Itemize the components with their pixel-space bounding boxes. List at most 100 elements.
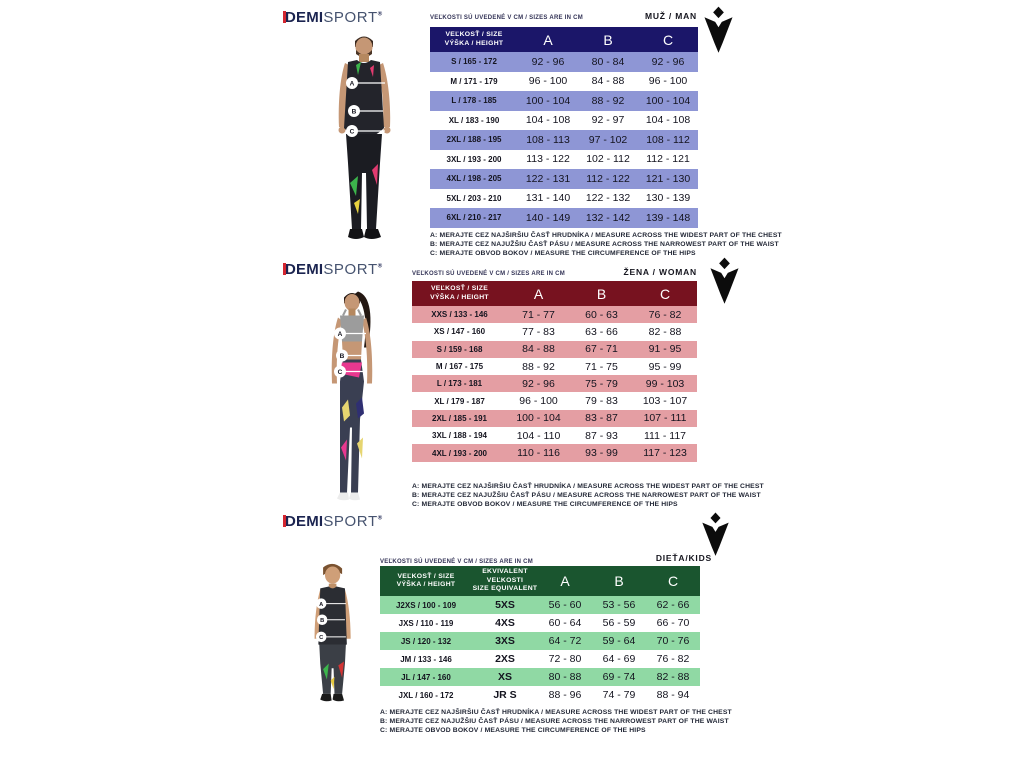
cell-a: 56 - 60 xyxy=(538,596,592,614)
svg-text:B: B xyxy=(352,108,357,115)
table-header-row: VEĽKOSŤ / SIZE VÝŠKA / HEIGHT A B C xyxy=(430,27,698,52)
cell-size: J2XS / 100 - 109 xyxy=(380,596,472,614)
cell-size: JM / 133 - 146 xyxy=(400,654,452,664)
col-c-header: C xyxy=(633,281,697,306)
units-note: VEĽKOSTI SÚ UVEDENÉ V CM / SIZES ARE IN … xyxy=(380,559,533,565)
logo-sport-text: SPORT xyxy=(323,261,378,278)
cell-c: 95 - 99 xyxy=(648,360,682,373)
cell-a: 100 - 104 xyxy=(507,409,570,428)
cell-a: 96 - 100 xyxy=(528,75,568,88)
cell-a: 72 - 80 xyxy=(548,653,582,665)
cell-size: 2XL / 185 - 191 xyxy=(412,409,507,428)
svg-text:C: C xyxy=(338,369,343,376)
model-photo-woman: A B C xyxy=(300,286,405,504)
cell-c: 92 - 96 xyxy=(638,52,698,72)
col-a-header: A xyxy=(507,281,570,306)
size-chart-section-kids: DEMISPORT® DIEŤA/KIDS VEĽKOSTI SÚ UVEDEN… xyxy=(0,512,1024,768)
col-a-header: A xyxy=(538,566,592,596)
cell-size: M / 167 - 175 xyxy=(435,362,484,372)
cell-c: 108 - 112 xyxy=(638,130,698,150)
cell-a: 88 - 96 xyxy=(548,689,582,701)
model-photo-boy: A B C xyxy=(287,558,382,710)
size-height-header: VEĽKOSŤ / SIZE VÝŠKA / HEIGHT xyxy=(380,566,472,596)
table-row: JM / 133 - 146 2XS 72 - 80 64 - 69 76 - 82 xyxy=(380,650,700,668)
measurement-markers: A B C xyxy=(346,77,385,137)
logo-red-accent xyxy=(283,11,286,23)
svg-text:A: A xyxy=(350,80,355,87)
cell-b: 132 - 142 xyxy=(578,208,638,228)
cell-a: 80 - 88 xyxy=(538,668,592,686)
cell-b: 67 - 71 xyxy=(570,340,633,358)
svg-text:A: A xyxy=(338,331,343,338)
cell-a: 88 - 92 xyxy=(522,360,555,373)
cell-a: 113 - 122 xyxy=(526,153,570,166)
cell-b: 75 - 79 xyxy=(570,375,633,393)
table-row: XL / 179 - 187 96 - 100 79 - 83 103 - 107 xyxy=(412,392,697,409)
cell-size: JXL / 160 - 172 xyxy=(398,690,454,700)
cell-c: 111 - 117 xyxy=(643,429,687,442)
units-note: VEĽKOSTI SÚ UVEDENÉ V CM / SIZES ARE IN … xyxy=(430,15,583,21)
svg-text:C: C xyxy=(350,128,355,135)
cell-c: 100 - 104 xyxy=(638,91,698,111)
cell-size: 3XL / 188 - 194 xyxy=(432,431,487,441)
col-c-header: C xyxy=(638,27,698,52)
registered-mark: ® xyxy=(377,263,383,270)
cell-b: 53 - 56 xyxy=(592,596,646,614)
table-row: 6XL / 210 - 217 140 - 149 132 - 142 139 - 1… xyxy=(430,208,698,228)
logo-sport-text: SPORT xyxy=(323,513,378,530)
cell-size: 4XL / 198 - 205 xyxy=(430,169,518,189)
cell-b: 122 - 132 xyxy=(585,192,631,205)
demisport-logo: DEMISPORT® xyxy=(283,514,382,530)
table-row: XL / 183 - 190 104 - 108 92 - 97 104 - 108 xyxy=(430,111,698,131)
col-b-header: B xyxy=(570,281,633,306)
cell-c: 99 - 103 xyxy=(633,375,697,393)
cell-equiv: 3XS xyxy=(472,632,538,650)
measurement-notes: A: MERAJTE CEZ NAJŠIRŠIU ČASŤ HRUDNÍKA /… xyxy=(430,231,782,258)
col-b-header: B xyxy=(592,566,646,596)
note-c: C: MERAJTE OBVOD BOKOV / MEASURE THE CIR… xyxy=(412,501,678,508)
logo-demi-text: DEMI xyxy=(285,9,324,26)
cell-size: JXS / 110 - 119 xyxy=(398,618,454,628)
audience-label-woman: ŽENA / WOMAN xyxy=(623,267,697,277)
macron-logo-icon xyxy=(700,512,731,558)
cell-a: 64 - 72 xyxy=(538,632,592,650)
cell-c: 117 - 123 xyxy=(633,444,697,462)
cell-size: 2XL / 188 - 195 xyxy=(430,130,518,150)
cell-size: XL / 179 - 187 xyxy=(434,396,485,406)
cell-c: 103 - 107 xyxy=(642,395,688,408)
cell-b: 64 - 69 xyxy=(602,653,636,665)
cell-b: 84 - 88 xyxy=(591,75,625,88)
demisport-logo: DEMISPORT® xyxy=(283,10,382,26)
cell-size: S / 165 - 172 xyxy=(430,52,518,72)
cell-b: 80 - 84 xyxy=(578,52,638,72)
cell-a: 122 - 131 xyxy=(518,169,578,189)
size-height-header: VEĽKOSŤ / SIZE VÝŠKA / HEIGHT xyxy=(430,27,518,52)
logo-sport-text: SPORT xyxy=(323,9,378,26)
table-row: S / 159 - 168 84 - 88 67 - 71 91 - 95 xyxy=(412,340,697,358)
cell-a: 131 - 140 xyxy=(525,192,571,205)
cell-a: 77 - 83 xyxy=(522,325,555,338)
cell-equiv: 4XS xyxy=(495,617,515,629)
table-row: XS / 147 - 160 77 - 83 63 - 66 82 - 88 xyxy=(412,323,697,340)
table-row: JXS / 110 - 119 4XS 60 - 64 56 - 59 66 - 70 xyxy=(380,614,700,632)
svg-text:A: A xyxy=(319,602,323,608)
logo-demi-text: DEMI xyxy=(285,513,324,530)
table-header-row: VEĽKOSŤ / SIZE VÝŠKA / HEIGHT A B C xyxy=(412,281,697,306)
note-c: C: MERAJTE OBVOD BOKOV / MEASURE THE CIR… xyxy=(430,250,696,257)
cell-a: 92 - 96 xyxy=(518,52,578,72)
table-header-row: VEĽKOSŤ / SIZE VÝŠKA / HEIGHT EKVIVALENT … xyxy=(380,566,700,596)
cell-b: 88 - 92 xyxy=(578,91,638,111)
cell-size: JL / 147 - 160 xyxy=(380,668,472,686)
cell-c: 66 - 70 xyxy=(656,617,690,629)
measurement-markers: A B C xyxy=(315,598,346,643)
cell-c: 82 - 88 xyxy=(648,325,682,338)
cell-size: 6XL / 210 - 217 xyxy=(430,208,518,228)
size-height-header: VEĽKOSŤ / SIZE VÝŠKA / HEIGHT xyxy=(412,281,507,306)
table-row: 2XL / 185 - 191 100 - 104 83 - 87 107 - 111 xyxy=(412,409,697,428)
cell-size: M / 171 - 179 xyxy=(450,76,498,86)
table-row: 4XL / 193 - 200 110 - 116 93 - 99 117 - 123 xyxy=(412,444,697,462)
registered-mark: ® xyxy=(377,11,383,18)
cell-a: 71 - 77 xyxy=(507,306,570,324)
cell-size: 5XL / 203 - 210 xyxy=(446,193,502,203)
cell-c: 139 - 148 xyxy=(638,208,698,228)
